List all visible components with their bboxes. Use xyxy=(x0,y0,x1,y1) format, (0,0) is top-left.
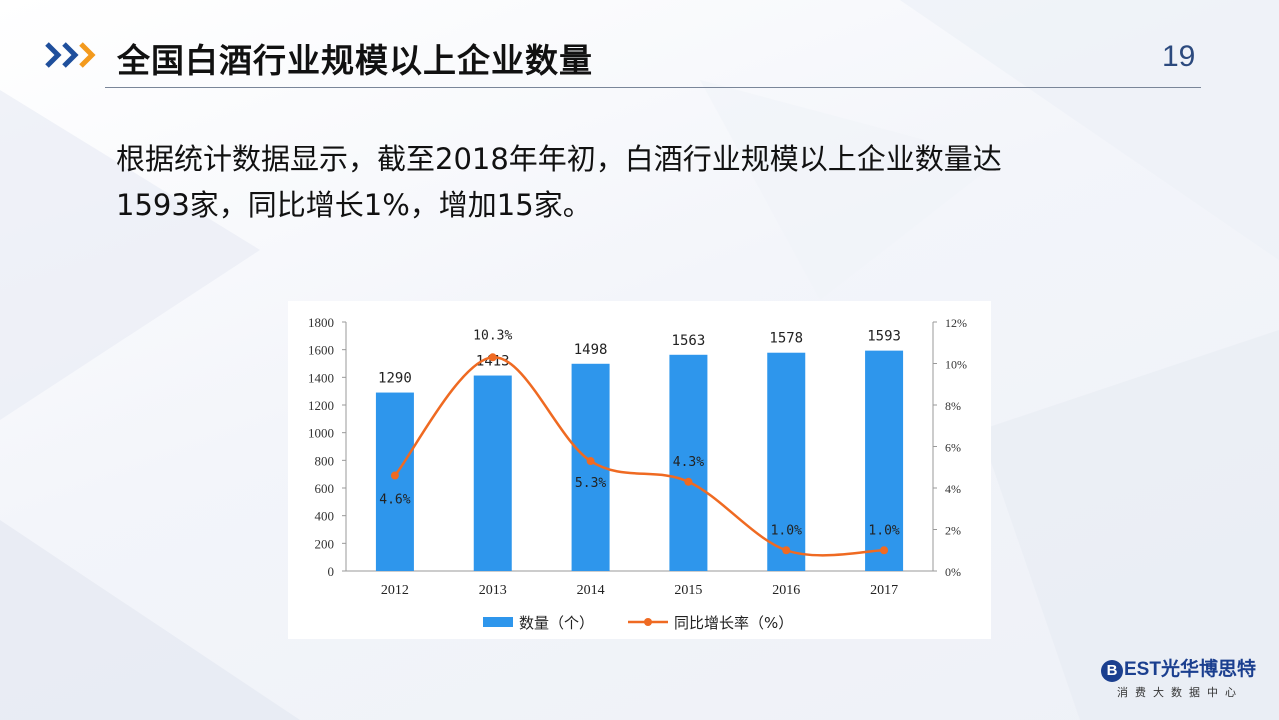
line-value-label: 4.3% xyxy=(673,455,704,470)
enterprise-count-chart: 0 200 400 600 800 1000 1200 1400 1600 1800 0% 2% 4% 6… xyxy=(308,315,967,632)
chart-container: 0 200 400 600 800 1000 1200 1400 1600 1800 0% 2% 4% 6… xyxy=(288,301,991,639)
legend-line-marker xyxy=(644,618,652,626)
bar-value-label: 1563 xyxy=(672,333,706,349)
logo-main: B EST光华博思特 xyxy=(1101,654,1256,682)
x-tick-label: 2013 xyxy=(479,583,507,598)
left-tick-label: 1000 xyxy=(308,426,334,441)
legend-bar-swatch xyxy=(483,617,513,627)
right-tick-label: 6% xyxy=(945,441,961,455)
left-tick-label: 1400 xyxy=(308,370,334,385)
right-tick-label: 10% xyxy=(945,358,967,372)
page-number: 19 xyxy=(1162,40,1196,73)
left-tick-label: 200 xyxy=(315,536,335,551)
right-tick-label: 12% xyxy=(945,316,967,330)
chevrons-icon xyxy=(45,42,96,68)
x-tick-label: 2014 xyxy=(577,583,605,598)
logo-sub-text: 消费大数据中心 xyxy=(1117,686,1243,699)
x-tick-label: 2012 xyxy=(381,583,409,598)
legend-bar-label: 数量（个） xyxy=(519,614,594,632)
line-value-label: 1.0% xyxy=(868,523,899,538)
left-tick-label: 1200 xyxy=(308,398,334,413)
line-value-label: 10.3% xyxy=(473,328,512,343)
logo-main-text: EST光华博思特 xyxy=(1124,659,1256,680)
bar-value-label: 1578 xyxy=(769,331,803,347)
description-line-1: 根据统计数据显示，截至2018年年初，白酒行业规模以上企业数量达 xyxy=(116,142,1002,176)
x-tick-label: 2015 xyxy=(674,583,702,598)
left-tick-label: 400 xyxy=(315,509,335,524)
legend-line-label: 同比增长率（%） xyxy=(674,614,793,632)
right-tick-label: 0% xyxy=(945,565,961,579)
right-tick-label: 8% xyxy=(945,399,961,413)
bar xyxy=(865,350,904,571)
left-tick-label: 1600 xyxy=(308,343,334,358)
line-value-label: 4.6% xyxy=(379,493,410,508)
bar xyxy=(669,354,708,571)
title-divider xyxy=(105,87,1201,88)
description-line-2: 1593家，同比增长1%，增加15家。 xyxy=(116,188,592,222)
right-tick-label: 4% xyxy=(945,482,961,496)
x-tick-label: 2016 xyxy=(772,583,800,598)
line-point xyxy=(880,546,889,555)
bar xyxy=(767,352,806,571)
bar-value-label: 1593 xyxy=(867,329,901,345)
left-tick-label: 1800 xyxy=(308,315,334,330)
line-point xyxy=(488,353,497,362)
company-logo: B EST光华博思特 消费大数据中心 xyxy=(1101,654,1261,702)
logo-badge-icon: B xyxy=(1101,660,1123,682)
description-text: 根据统计数据显示，截至2018年年初，白酒行业规模以上企业数量达 1593家，同… xyxy=(116,136,1126,228)
bar xyxy=(375,392,414,571)
line-value-label: 5.3% xyxy=(575,476,606,491)
left-tick-label: 600 xyxy=(315,481,335,496)
line-value-label: 1.0% xyxy=(771,523,802,538)
left-tick-label: 800 xyxy=(315,453,335,468)
bar xyxy=(473,375,512,571)
left-tick-label: 0 xyxy=(328,564,335,579)
line-point xyxy=(782,546,791,555)
x-tick-label: 2017 xyxy=(870,583,898,598)
line-point xyxy=(586,457,595,466)
line-point xyxy=(390,471,399,480)
growth-rate-line xyxy=(393,356,885,557)
line-point xyxy=(684,477,693,486)
page-title: 全国白酒行业规模以上企业数量 xyxy=(117,41,593,80)
bar-value-label: 1290 xyxy=(378,371,412,387)
bar-value-label: 1498 xyxy=(574,342,608,358)
right-tick-label: 2% xyxy=(945,524,961,538)
